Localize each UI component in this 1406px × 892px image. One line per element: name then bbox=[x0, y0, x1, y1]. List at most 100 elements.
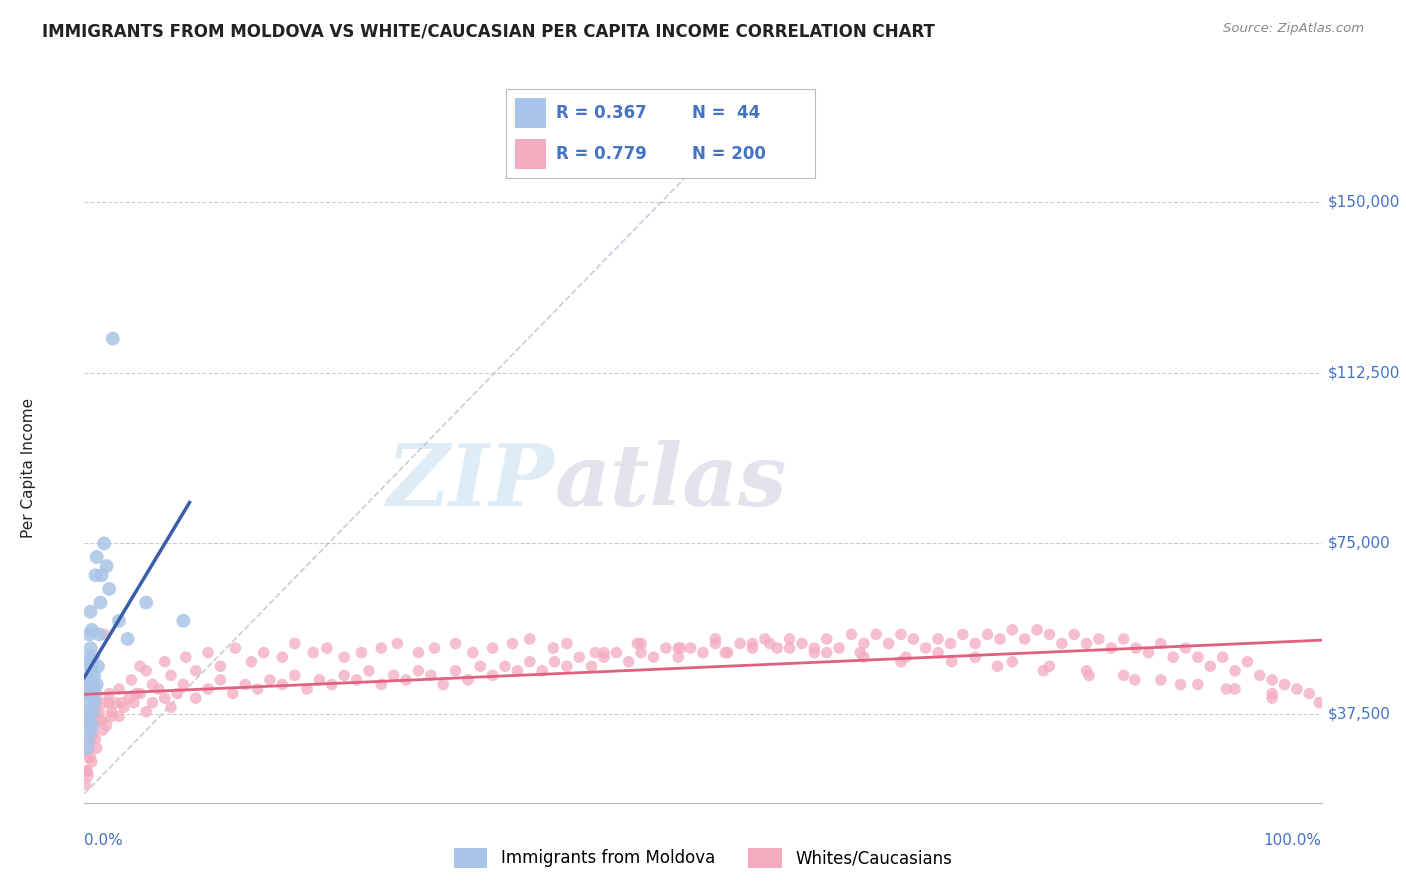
Text: $37,500: $37,500 bbox=[1327, 706, 1391, 722]
Point bbox=[160, 700, 183, 714]
Point bbox=[135, 705, 157, 719]
Point bbox=[79, 668, 101, 682]
Point bbox=[481, 641, 503, 656]
Point bbox=[1215, 681, 1237, 696]
Point bbox=[1063, 627, 1085, 641]
Point bbox=[141, 696, 163, 710]
Point bbox=[82, 705, 104, 719]
Point bbox=[1236, 655, 1258, 669]
Point bbox=[98, 696, 121, 710]
Point bbox=[1150, 636, 1173, 650]
Point bbox=[91, 723, 114, 737]
Point bbox=[122, 696, 145, 710]
Point bbox=[779, 641, 801, 656]
Point bbox=[209, 659, 232, 673]
Point bbox=[135, 596, 157, 610]
Point bbox=[75, 778, 97, 792]
Point bbox=[80, 659, 103, 673]
Point bbox=[1199, 659, 1222, 673]
Point bbox=[76, 677, 98, 691]
Point bbox=[941, 655, 963, 669]
Point bbox=[135, 664, 157, 678]
Point bbox=[1261, 691, 1284, 706]
Point bbox=[419, 668, 441, 682]
Point bbox=[1001, 655, 1024, 669]
Point bbox=[890, 655, 912, 669]
Point bbox=[728, 636, 751, 650]
Point bbox=[108, 681, 131, 696]
Point bbox=[160, 668, 183, 682]
Point bbox=[79, 714, 101, 728]
Point bbox=[1249, 668, 1271, 682]
Point bbox=[555, 659, 578, 673]
Point bbox=[346, 673, 368, 687]
Point bbox=[759, 636, 782, 650]
Point bbox=[108, 709, 131, 723]
Point bbox=[80, 718, 103, 732]
Point bbox=[357, 664, 380, 678]
Point bbox=[333, 668, 356, 682]
Point bbox=[555, 636, 578, 650]
Point bbox=[77, 732, 100, 747]
Point bbox=[704, 632, 727, 646]
Point bbox=[84, 705, 107, 719]
Point bbox=[172, 677, 194, 691]
Point bbox=[1112, 668, 1135, 682]
Point bbox=[1112, 632, 1135, 646]
Point bbox=[333, 650, 356, 665]
Point bbox=[184, 691, 207, 706]
Point bbox=[117, 632, 139, 646]
Point bbox=[93, 696, 115, 710]
Point bbox=[630, 636, 652, 650]
Point bbox=[815, 646, 838, 660]
Point bbox=[90, 568, 112, 582]
Point bbox=[714, 646, 737, 660]
Point bbox=[83, 668, 105, 682]
Point bbox=[986, 659, 1008, 673]
Point bbox=[395, 673, 418, 687]
Text: $112,500: $112,500 bbox=[1327, 365, 1400, 380]
Point bbox=[79, 605, 101, 619]
Point bbox=[583, 646, 606, 660]
Point bbox=[1223, 664, 1246, 678]
Point bbox=[184, 664, 207, 678]
Point bbox=[803, 646, 825, 660]
Point bbox=[408, 664, 430, 678]
Point bbox=[568, 650, 591, 665]
Point bbox=[240, 655, 263, 669]
Point bbox=[626, 636, 648, 650]
Point bbox=[382, 668, 405, 682]
Text: R = 0.779: R = 0.779 bbox=[555, 145, 647, 163]
Point bbox=[581, 659, 603, 673]
Point bbox=[197, 681, 219, 696]
Point bbox=[295, 681, 318, 696]
Point bbox=[1123, 673, 1146, 687]
Point bbox=[118, 691, 141, 706]
Point bbox=[1261, 687, 1284, 701]
Point bbox=[1274, 677, 1296, 691]
Point bbox=[82, 650, 104, 665]
Point bbox=[669, 641, 692, 656]
Point bbox=[82, 677, 104, 691]
Point bbox=[79, 732, 101, 747]
Point bbox=[172, 614, 194, 628]
Point bbox=[101, 332, 124, 346]
Point bbox=[284, 636, 307, 650]
Legend: Immigrants from Moldova, Whites/Caucasians: Immigrants from Moldova, Whites/Caucasia… bbox=[447, 841, 959, 875]
Point bbox=[444, 664, 467, 678]
Point bbox=[965, 636, 987, 650]
Point bbox=[86, 696, 108, 710]
Point bbox=[1308, 696, 1330, 710]
Point bbox=[852, 636, 875, 650]
Point bbox=[1285, 681, 1308, 696]
Point bbox=[457, 673, 479, 687]
Point bbox=[952, 627, 974, 641]
Point bbox=[302, 646, 325, 660]
Point bbox=[271, 677, 294, 691]
Point bbox=[80, 755, 103, 769]
Point bbox=[79, 687, 101, 701]
Point bbox=[84, 732, 107, 747]
Point bbox=[79, 627, 101, 641]
Point bbox=[1076, 664, 1098, 678]
Point bbox=[90, 714, 112, 728]
